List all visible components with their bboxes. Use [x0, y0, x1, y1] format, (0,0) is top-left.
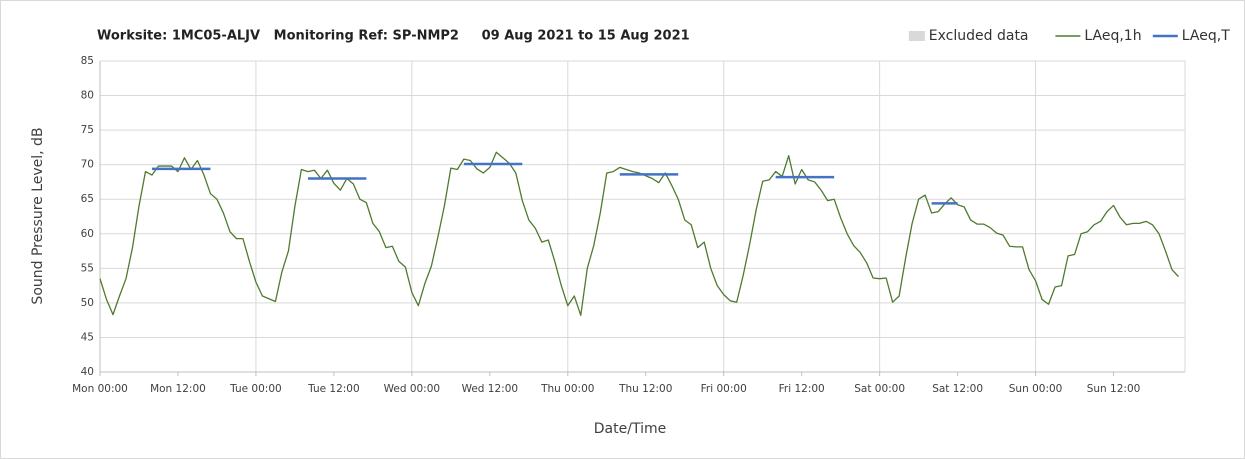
x-tick-label: Sun 12:00: [1087, 383, 1141, 395]
x-tick-label: Fri 00:00: [701, 383, 747, 395]
x-tick-label: Sat 00:00: [854, 383, 905, 395]
legend-label: Excluded data: [929, 28, 1029, 44]
x-tick-label: Thu 00:00: [540, 383, 594, 395]
y-tick-label: 85: [81, 55, 94, 67]
y-tick-label: 40: [81, 366, 94, 378]
x-tick-label: Mon 00:00: [72, 383, 128, 395]
y-tick-label: 45: [81, 331, 94, 343]
y-tick-label: 50: [81, 297, 94, 309]
data-line: [99, 151, 1179, 316]
x-tick-label: Fri 12:00: [779, 383, 825, 395]
x-tick-label: Mon 12:00: [150, 383, 206, 395]
chart-title: Worksite: 1MC05-ALJV Monitoring Ref: SP-…: [97, 29, 690, 44]
legend-swatch: [908, 31, 925, 41]
legend-label: LAeq,T: [1182, 28, 1230, 44]
x-tick-label: Tue 12:00: [307, 383, 360, 395]
y-tick-label: 65: [81, 193, 94, 205]
y-tick-label: 55: [81, 262, 94, 274]
y-axis-label: Sound Pressure Level, dB: [30, 127, 46, 304]
x-tick-label: Tue 00:00: [229, 383, 282, 395]
x-tick-label: Wed 00:00: [384, 383, 441, 395]
x-tick-label: Sun 00:00: [1009, 383, 1063, 395]
y-tick-label: 60: [81, 228, 94, 240]
legend-label: LAeq,1h: [1084, 28, 1141, 44]
x-tick-label: Sat 12:00: [932, 383, 983, 395]
y-tick-label: 70: [81, 159, 94, 171]
y-tick-label: 75: [81, 124, 94, 136]
x-tick-label: Thu 12:00: [618, 383, 672, 395]
x-tick-label: Wed 12:00: [462, 383, 519, 395]
x-axis-label: Date/Time: [594, 421, 666, 437]
y-tick-label: 80: [81, 90, 94, 102]
